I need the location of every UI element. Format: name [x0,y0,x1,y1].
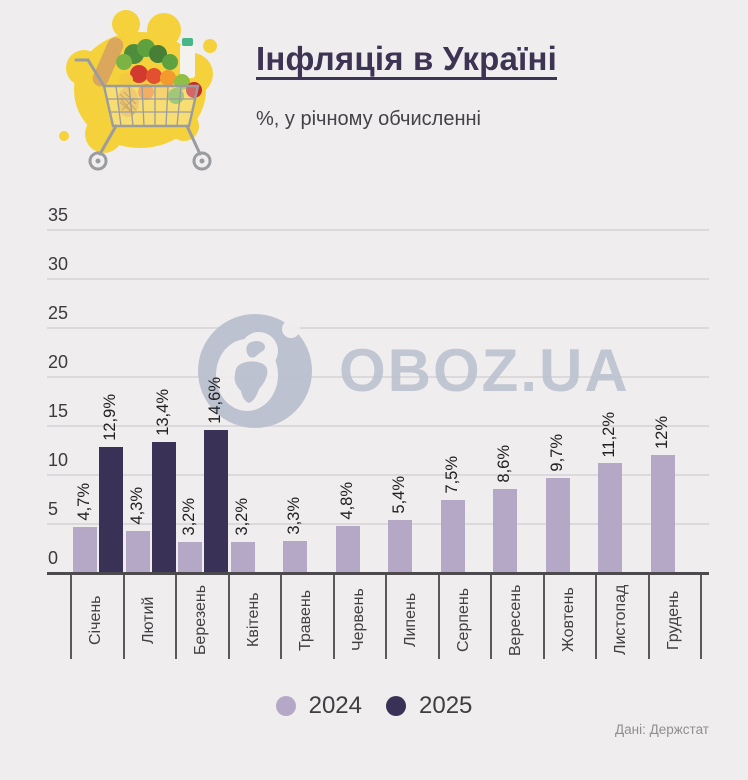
bar-2024-Листопад [598,463,622,573]
x-axis-label-11: Листопад [612,584,630,656]
gridline-30 [47,278,709,280]
x-axis-line [47,572,709,575]
bar-value-2024-Жовтень: 9,7% [547,434,566,472]
gridline-20 [47,376,709,378]
x-axis-label-2: Лютий [139,596,157,644]
gridline-25 [47,327,709,329]
bar-2024-Жовтень [545,477,570,573]
x-axis-tick-separator [700,575,702,659]
bar-value-2024-Червень: 4,8% [337,482,356,520]
x-axis-label-1: Січень [87,595,105,645]
bar-2025-Січень [99,446,123,573]
grocery-cart-illustration [59,10,217,171]
bar-value-2025-Січень: 12,9% [101,393,119,441]
bar-value-2024-Травень: 3,3% [285,497,303,535]
bar-value-2024-Грудень: 12% [652,416,671,450]
bar-2024-Лютий [125,530,150,573]
gridline-35 [47,229,709,231]
bar-value-2024-Вересень: 8,6% [495,445,513,483]
bar-2024-Червень [335,525,360,573]
x-axis-label-3: Березень [192,584,210,656]
bar-2024-Грудень [650,455,675,573]
watermark: OBOZ.UA [197,313,630,429]
y-axis-tick-15: 15 [48,401,69,421]
legend-dot-2024 [275,696,296,716]
bar-2024-Березень [178,541,202,573]
watermark-brand-text: OBOZ.UA [339,337,630,404]
data-source-caption: Дані: Держстат [615,722,709,737]
bar-2024-Липень [388,520,412,573]
bar-value-2024-Серпень: 7,5% [442,455,461,494]
y-axis-tick-35: 35 [48,205,69,225]
chart-legend: 2024 2025 [0,692,748,720]
chart-subtitle: %, у річному обчисленні [256,108,481,130]
bar-value-2024-Лютий: 4,3% [127,487,146,525]
x-axis-tick-separator [595,575,597,659]
bar-value-2024-Березень: 3,2% [180,498,198,536]
bar-2024-Вересень [493,488,517,573]
x-axis-tick-separator [175,575,177,659]
page-title: Інфляція в Україні [256,40,557,77]
x-axis-tick-separator [70,575,72,659]
x-axis-tick-separator [280,575,282,659]
x-axis-label-4: Квітень [244,592,262,648]
gridline-5 [47,523,709,525]
x-axis-tick-separator [385,575,387,659]
bar-value-2024-Квітень: 3,2% [232,498,251,536]
x-axis-tick-separator [332,575,335,659]
bar-2024-Травень [283,540,307,573]
bar-2024-Серпень [440,499,465,573]
bar-value-2025-Лютий: 13,4% [153,388,172,436]
x-axis-tick-separator [542,575,545,659]
y-axis-tick-25: 25 [48,303,69,323]
legend-label-2025: 2025 [419,692,473,719]
x-axis-tick-separator [490,575,492,659]
x-axis-tick-separator [647,575,650,659]
bar-value-2025-Березень: 14,6% [206,377,224,424]
y-axis-tick-0: 0 [48,548,59,568]
globe-icon [198,314,312,428]
x-axis-label-5: Травень [297,589,315,651]
x-axis-label-9: Вересень [507,584,525,656]
x-axis-tick-separator [227,575,230,659]
bar-value-2024-Січень: 4,7% [75,483,93,521]
legend-label-2024: 2024 [308,692,362,719]
x-axis-label-8: Серпень [454,587,472,653]
x-axis-tick-separator [122,575,125,659]
bar-2024-Січень [73,526,97,573]
x-axis-label-12: Грудень [664,590,682,650]
y-axis-tick-10: 10 [48,450,69,470]
bar-2025-Лютий [151,441,176,573]
y-axis-tick-20: 20 [48,352,69,372]
bar-2025-Березень [204,429,228,573]
gridline-10 [47,474,709,476]
y-axis-tick-5: 5 [48,499,59,519]
x-axis-label-7: Липень [402,592,420,648]
x-axis-tick-separator [437,575,440,659]
legend-dot-2025 [386,696,406,716]
legend-item-2024: 2024 [275,692,362,720]
x-axis-label-6: Червень [349,588,367,652]
legend-item-2025: 2025 [386,692,472,720]
gridline-15 [47,425,709,427]
x-axis-label-10: Жовтень [559,587,577,653]
y-axis-tick-30: 30 [48,254,69,274]
bar-value-2024-Листопад: 11,2% [600,411,618,458]
cart-icon [74,37,212,171]
bar-2024-Квітень [230,541,255,573]
bar-value-2024-Липень: 5,4% [390,476,408,515]
